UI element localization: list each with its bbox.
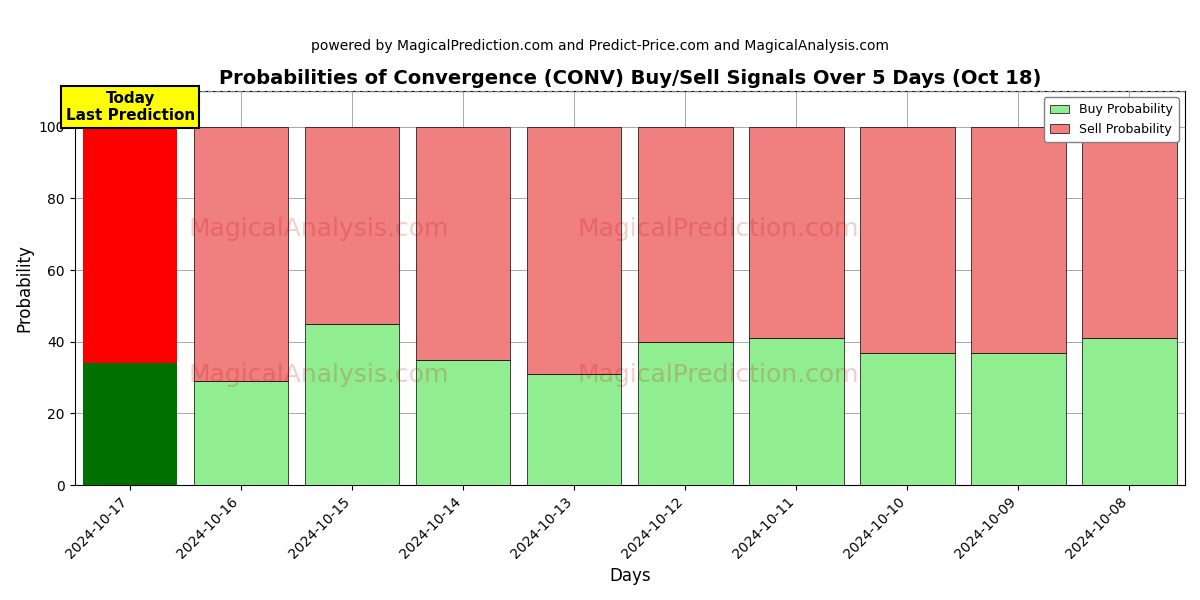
Bar (305, 324, 400, 485)
Legend: Buy Probability, Sell Probability: Buy Probability, Sell Probability (1044, 97, 1178, 142)
Bar (305, 127, 400, 324)
Bar (638, 127, 732, 342)
Bar (416, 127, 510, 360)
Text: MagicalPrediction.com: MagicalPrediction.com (578, 217, 859, 241)
Bar (194, 127, 288, 381)
Bar (638, 342, 732, 485)
Bar (416, 360, 510, 485)
Bar (527, 374, 622, 485)
Bar (83, 127, 178, 364)
Y-axis label: Probability: Probability (16, 244, 34, 332)
Text: Today
Last Prediction: Today Last Prediction (66, 91, 194, 124)
Bar (749, 127, 844, 338)
X-axis label: Days: Days (610, 567, 650, 585)
Bar (971, 127, 1066, 353)
Bar (527, 127, 622, 374)
Bar (860, 353, 955, 485)
Text: MagicalAnalysis.com: MagicalAnalysis.com (188, 363, 449, 387)
Bar (194, 381, 288, 485)
Bar (860, 127, 955, 353)
Bar (749, 338, 844, 485)
Bar (971, 353, 1066, 485)
Text: MagicalPrediction.com: MagicalPrediction.com (578, 363, 859, 387)
Text: powered by MagicalPrediction.com and Predict-Price.com and MagicalAnalysis.com: powered by MagicalPrediction.com and Pre… (311, 39, 889, 53)
Bar (1082, 338, 1177, 485)
Title: Probabilities of Convergence (CONV) Buy/Sell Signals Over 5 Days (Oct 18): Probabilities of Convergence (CONV) Buy/… (218, 69, 1042, 88)
Text: MagicalAnalysis.com: MagicalAnalysis.com (188, 217, 449, 241)
Bar (83, 364, 178, 485)
Bar (1082, 127, 1177, 338)
